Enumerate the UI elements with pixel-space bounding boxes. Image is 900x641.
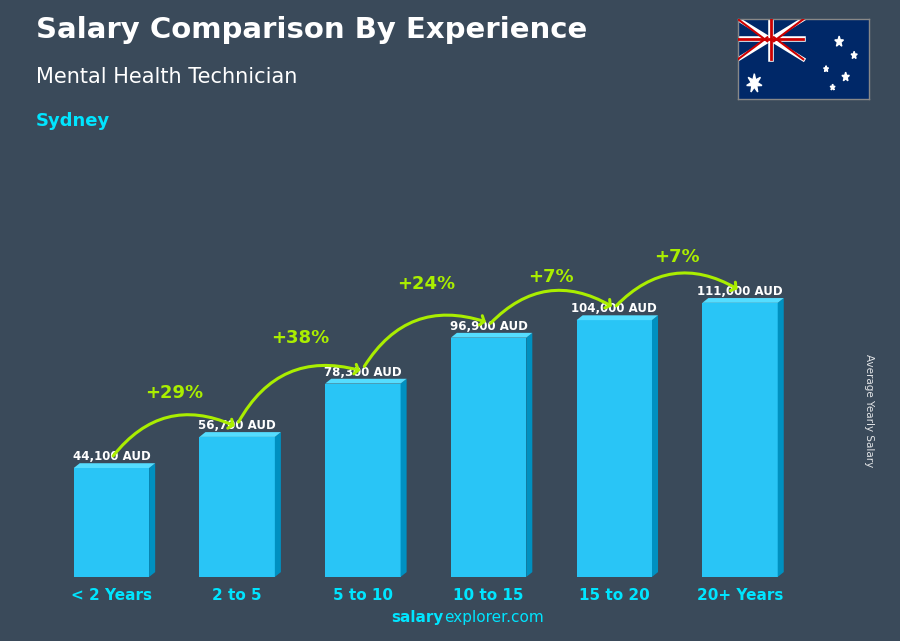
Text: +38%: +38%: [271, 329, 329, 347]
Polygon shape: [652, 315, 658, 577]
Bar: [577, 320, 652, 577]
Text: Salary Comparison By Experience: Salary Comparison By Experience: [36, 16, 587, 44]
Text: +7%: +7%: [654, 248, 700, 266]
Polygon shape: [824, 65, 829, 72]
Polygon shape: [400, 379, 407, 577]
Polygon shape: [149, 463, 155, 577]
Polygon shape: [526, 333, 532, 577]
Polygon shape: [74, 463, 155, 468]
Text: Mental Health Technician: Mental Health Technician: [36, 67, 297, 87]
Text: 96,900 AUD: 96,900 AUD: [450, 320, 527, 333]
Text: Sydney: Sydney: [36, 112, 110, 130]
Bar: [200, 437, 274, 577]
Text: 111,000 AUD: 111,000 AUD: [698, 285, 783, 298]
Text: 78,300 AUD: 78,300 AUD: [324, 365, 401, 379]
Polygon shape: [747, 74, 762, 92]
Bar: [702, 303, 778, 577]
Bar: [325, 383, 400, 577]
Bar: [74, 468, 149, 577]
Polygon shape: [851, 51, 857, 58]
Polygon shape: [451, 333, 532, 338]
Text: 56,700 AUD: 56,700 AUD: [198, 419, 276, 432]
Polygon shape: [842, 72, 850, 81]
Polygon shape: [830, 84, 835, 90]
Text: Average Yearly Salary: Average Yearly Salary: [863, 354, 874, 467]
Text: +7%: +7%: [528, 267, 574, 285]
Text: 104,000 AUD: 104,000 AUD: [572, 302, 657, 315]
Polygon shape: [325, 379, 407, 383]
Polygon shape: [577, 315, 658, 320]
Bar: [451, 338, 526, 577]
Polygon shape: [835, 36, 843, 46]
Text: +29%: +29%: [145, 385, 203, 403]
Polygon shape: [778, 298, 784, 577]
Polygon shape: [274, 432, 281, 577]
Text: salary: salary: [392, 610, 444, 625]
Text: 44,100 AUD: 44,100 AUD: [73, 450, 150, 463]
Text: explorer.com: explorer.com: [444, 610, 544, 625]
Text: +24%: +24%: [397, 275, 454, 293]
Polygon shape: [200, 432, 281, 437]
Polygon shape: [702, 298, 784, 303]
